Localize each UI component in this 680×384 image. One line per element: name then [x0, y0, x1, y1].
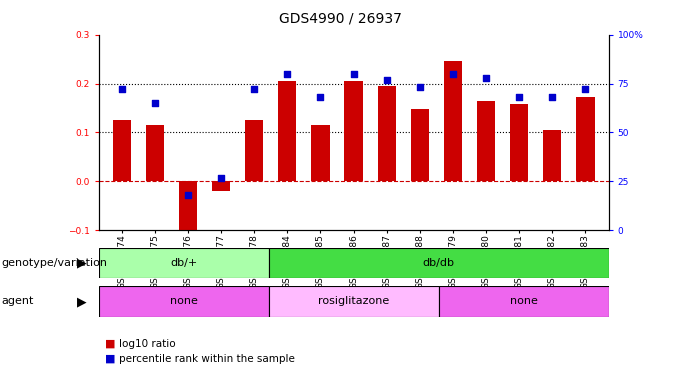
Point [282, 71, 293, 77]
Bar [543, 130, 562, 182]
Bar [477, 101, 495, 182]
Bar [269, 248, 609, 278]
Text: agent: agent [1, 296, 34, 306]
Bar [444, 61, 462, 182]
Point [514, 94, 525, 100]
Point [116, 86, 127, 93]
Point [414, 84, 425, 91]
Bar [113, 120, 131, 182]
Text: none: none [510, 296, 537, 306]
Text: GDS4990 / 26937: GDS4990 / 26937 [279, 12, 401, 25]
Bar [278, 81, 296, 182]
Text: percentile rank within the sample: percentile rank within the sample [119, 354, 295, 364]
Point [315, 94, 326, 100]
Text: none: none [170, 296, 197, 306]
Text: ▶: ▶ [77, 257, 86, 270]
Point [182, 192, 193, 198]
Bar [345, 81, 362, 182]
Text: db/db: db/db [422, 258, 455, 268]
Text: genotype/variation: genotype/variation [1, 258, 107, 268]
Bar [377, 86, 396, 182]
Bar [99, 286, 269, 317]
Point [150, 100, 160, 106]
Text: ■: ■ [105, 354, 116, 364]
Bar [510, 104, 528, 182]
Bar [577, 97, 594, 182]
Point [348, 71, 359, 77]
Bar [269, 286, 439, 317]
Text: ■: ■ [105, 339, 116, 349]
Point [249, 86, 260, 93]
Text: ▶: ▶ [77, 295, 86, 308]
Text: rosiglitazone: rosiglitazone [318, 296, 389, 306]
Point [216, 174, 226, 180]
Bar [311, 125, 330, 182]
Point [447, 71, 458, 77]
Bar [439, 286, 609, 317]
Point [580, 86, 591, 93]
Point [547, 94, 558, 100]
Bar [179, 182, 197, 245]
Text: db/+: db/+ [170, 258, 197, 268]
Bar [212, 182, 231, 191]
Bar [411, 109, 429, 182]
Bar [99, 248, 269, 278]
Point [381, 76, 392, 83]
Bar [245, 120, 263, 182]
Text: log10 ratio: log10 ratio [119, 339, 175, 349]
Bar [146, 125, 164, 182]
Point [481, 74, 492, 81]
